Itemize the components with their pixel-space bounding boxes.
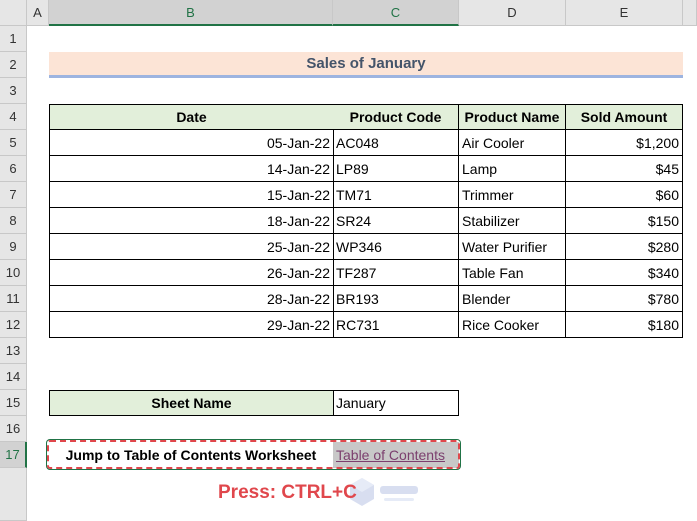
row-header-5[interactable]: 5 (0, 130, 27, 156)
table-cell[interactable]: TM71 (333, 182, 459, 208)
header-date[interactable]: Date (49, 104, 334, 130)
table-cell[interactable]: Air Cooler (459, 130, 566, 156)
row-header-3[interactable]: 3 (0, 78, 27, 104)
row-header-8[interactable]: 8 (0, 208, 27, 234)
copy-marquee-highlight (47, 440, 460, 469)
column-header-A[interactable]: A (27, 0, 49, 26)
row-header-13[interactable]: 13 (0, 338, 27, 364)
row-header-11[interactable]: 11 (0, 286, 27, 312)
column-header-E[interactable]: E (566, 0, 683, 26)
title-text: Sales of January (306, 55, 426, 72)
header-sold-amount[interactable]: Sold Amount (566, 104, 683, 130)
column-header-D[interactable]: D (459, 0, 566, 26)
table-cell[interactable]: LP89 (333, 156, 459, 182)
row-header-1[interactable]: 1 (0, 26, 27, 52)
table-cell[interactable]: $60 (566, 182, 683, 208)
table-cell[interactable]: AC048 (333, 130, 459, 156)
toc-link[interactable]: Table of Contents (333, 442, 459, 468)
sheet-name-label[interactable]: Sheet Name (49, 390, 334, 416)
table-cell[interactable]: Water Purifier (459, 234, 566, 260)
row-header-6[interactable]: 6 (0, 156, 27, 182)
row-header-15[interactable]: 15 (0, 390, 27, 416)
table-cell[interactable]: $45 (566, 156, 683, 182)
table-cell[interactable]: Rice Cooker (459, 312, 566, 338)
row-header-7[interactable]: 7 (0, 182, 27, 208)
row-header-17[interactable]: 17 (0, 442, 27, 468)
row-header-14[interactable]: 14 (0, 364, 27, 390)
table-cell[interactable]: 14-Jan-22 (49, 156, 334, 182)
header-product-code[interactable]: Product Code (333, 104, 459, 130)
table-cell[interactable]: $180 (566, 312, 683, 338)
table-cell[interactable]: $1,200 (566, 130, 683, 156)
row-header-2[interactable]: 2 (0, 52, 27, 78)
table-cell[interactable]: Trimmer (459, 182, 566, 208)
table-cell[interactable]: Blender (459, 286, 566, 312)
table-cell[interactable]: 15-Jan-22 (49, 182, 334, 208)
column-header-blank (683, 0, 697, 26)
row-header-9[interactable]: 9 (0, 234, 27, 260)
title-cell[interactable]: Sales of January (49, 52, 683, 78)
table-cell[interactable]: WP346 (333, 234, 459, 260)
select-all-corner[interactable] (0, 0, 27, 26)
table-cell[interactable]: TF287 (333, 260, 459, 286)
exceldemy-logo-icon (350, 478, 418, 506)
column-header-B[interactable]: B (49, 0, 333, 26)
table-cell[interactable]: 29-Jan-22 (49, 312, 334, 338)
table-cell[interactable]: BR193 (333, 286, 459, 312)
table-cell[interactable]: Stabilizer (459, 208, 566, 234)
instruction-text: Press: CTRL+C (218, 482, 357, 503)
table-cell[interactable]: Table Fan (459, 260, 566, 286)
watermark-logo (350, 476, 420, 512)
row-header-4[interactable]: 4 (0, 104, 27, 130)
table-cell[interactable]: RC731 (333, 312, 459, 338)
table-cell[interactable]: $280 (566, 234, 683, 260)
table-cell[interactable]: Lamp (459, 156, 566, 182)
table-cell[interactable]: 05-Jan-22 (49, 130, 334, 156)
row-header-10[interactable]: 10 (0, 260, 27, 286)
column-header-C[interactable]: C (333, 0, 459, 26)
row-header-blank (0, 468, 27, 521)
table-cell[interactable]: $340 (566, 260, 683, 286)
row-header-12[interactable]: 12 (0, 312, 27, 338)
table-cell[interactable]: $780 (566, 286, 683, 312)
table-cell[interactable]: 28-Jan-22 (49, 286, 334, 312)
sheet-name-value[interactable]: January (333, 390, 459, 416)
header-product-name[interactable]: Product Name (459, 104, 566, 130)
table-cell[interactable]: 26-Jan-22 (49, 260, 334, 286)
table-cell[interactable]: 18-Jan-22 (49, 208, 334, 234)
table-cell[interactable]: 25-Jan-22 (49, 234, 334, 260)
table-cell[interactable]: $150 (566, 208, 683, 234)
row-header-16[interactable]: 16 (0, 416, 27, 442)
table-cell[interactable]: SR24 (333, 208, 459, 234)
